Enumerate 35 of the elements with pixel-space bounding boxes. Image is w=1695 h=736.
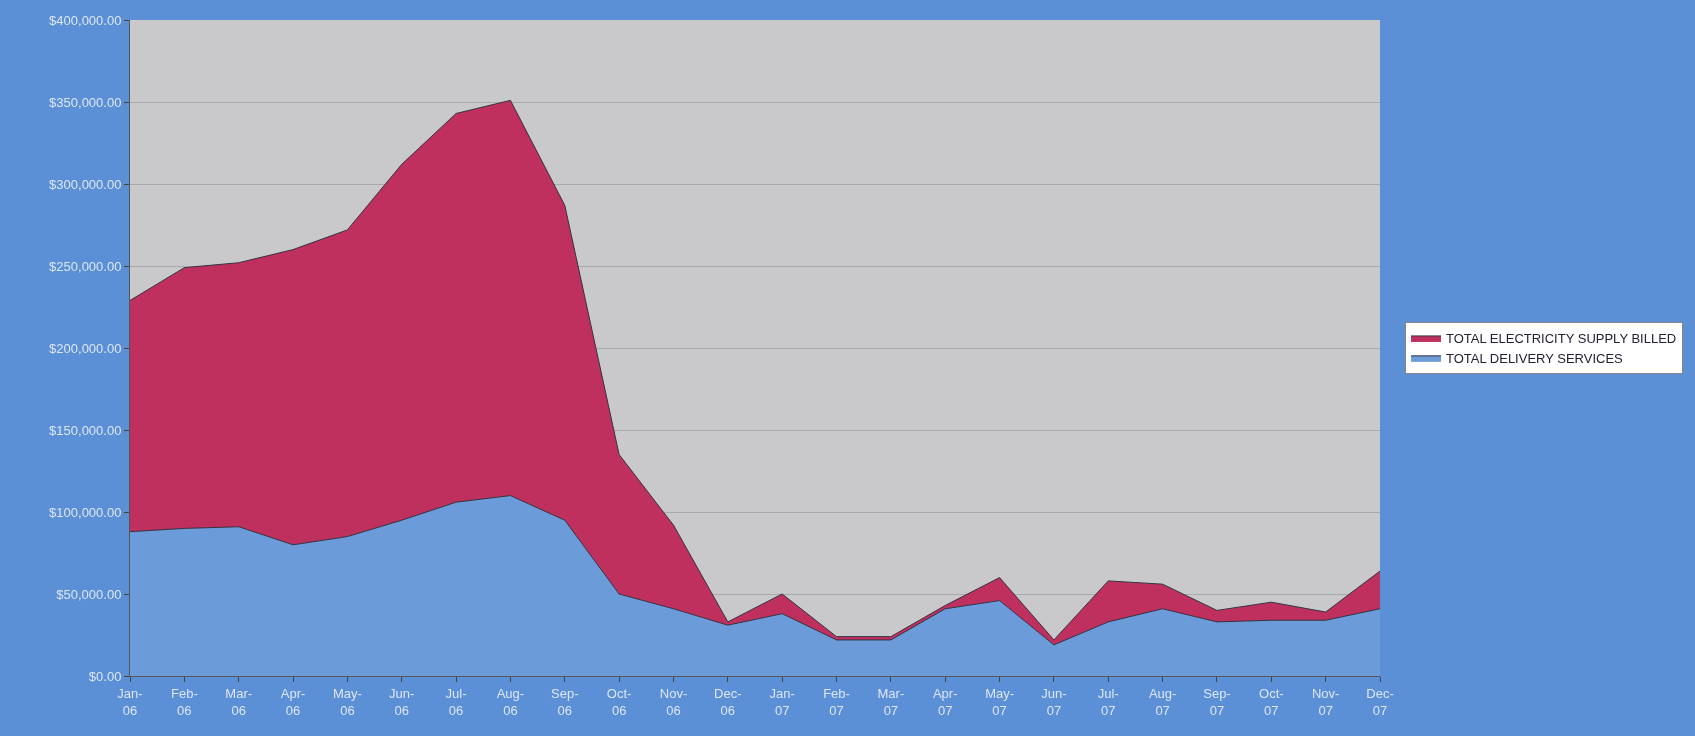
x-tick-label: Feb-06 [170, 685, 198, 718]
x-tick-label: Nov-06 [659, 685, 688, 718]
legend-label: TOTAL DELIVERY SERVICES [1446, 350, 1624, 366]
x-tick-label: Apr-07 [932, 685, 958, 718]
y-tick-label: $250,000.00 [49, 258, 122, 274]
x-tick-label: Jan-06 [117, 685, 143, 718]
x-tick-label: Jan-07 [769, 685, 795, 718]
y-tick-label: $0.00 [88, 668, 122, 684]
x-tick-label: May-07 [985, 685, 1015, 718]
x-tick-label: Jul-07 [1097, 685, 1119, 718]
y-tick-label: $50,000.00 [56, 586, 122, 602]
x-tick-label: Mar-06 [225, 685, 253, 718]
x-tick-label: Jun-07 [1041, 685, 1067, 718]
x-tick-label: Sep-07 [1203, 685, 1231, 718]
x-tick-label: Jun-06 [389, 685, 415, 718]
x-tick-label: May-06 [332, 685, 362, 718]
x-tick-label: Jul-06 [445, 685, 467, 718]
x-tick-label: Aug-06 [496, 685, 525, 718]
x-tick-label: Nov-07 [1311, 685, 1340, 718]
x-tick-label: Aug-07 [1148, 685, 1177, 718]
y-tick-label: $100,000.00 [49, 504, 122, 520]
x-tick-label: Apr-06 [280, 685, 306, 718]
y-tick-label: $150,000.00 [49, 422, 122, 438]
y-tick-label: $350,000.00 [49, 94, 122, 110]
x-tick-label: Dec-07 [1366, 685, 1394, 718]
y-tick-label: $300,000.00 [49, 176, 122, 192]
x-tick-label: Dec-06 [714, 685, 742, 718]
y-tick-label: $400,000.00 [49, 12, 122, 28]
legend-label: TOTAL ELECTRICITY SUPPLY BILLED [1446, 331, 1677, 347]
y-tick-label: $200,000.00 [49, 340, 122, 356]
x-tick-label: Feb-07 [823, 685, 850, 718]
x-tick-label: Oct-06 [606, 685, 632, 718]
x-tick-label: Mar-07 [877, 685, 905, 718]
x-tick-label: Oct-07 [1259, 685, 1284, 718]
x-tick-label: Sep-06 [551, 685, 579, 718]
